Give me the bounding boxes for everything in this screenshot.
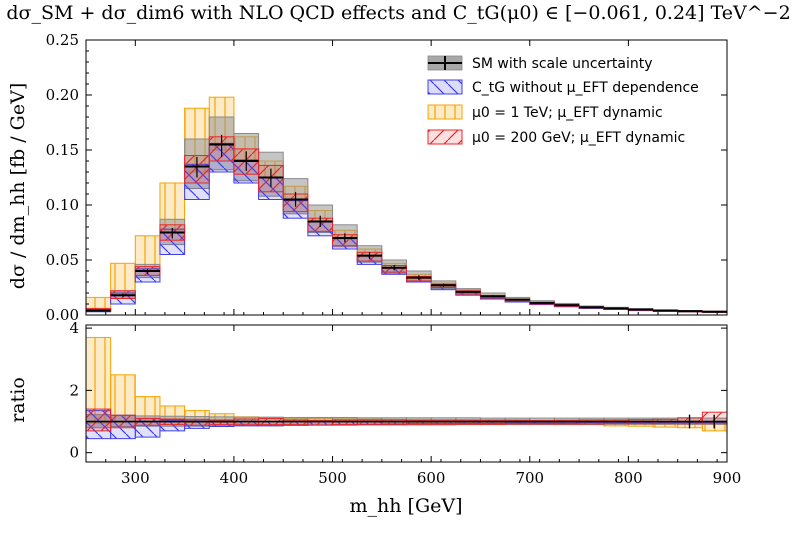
x-tick-label: 600 (417, 469, 446, 487)
x-tick-label: 400 (220, 469, 249, 487)
y-tick-label-main: 0.00 (46, 306, 79, 324)
y-tick-label-main: 0.05 (46, 251, 79, 269)
main-panel-bands (86, 96, 727, 314)
legend-entry-mu200: μ0 = 200 GeV; μ_EFT dynamic (427, 129, 685, 146)
x-tick-label: 500 (318, 469, 347, 487)
legend: SM with scale uncertainty C_tG without μ… (427, 55, 699, 146)
legend-entry-ctg: C_tG without μ_EFT dependence (427, 79, 699, 96)
legend-label-mu200: μ0 = 200 GeV; μ_EFT dynamic (472, 130, 685, 146)
ratio-ctg-hatch (159, 419, 185, 431)
axis-ticks: 300 400 500 600 700 800 900 0.00 0.05 0.10 0.15 0.2… (46, 31, 742, 487)
main-mu1tev-hatch (86, 297, 111, 311)
y-tick-label-ratio: 0 (69, 444, 79, 462)
legend-swatch-mu200-hatch (428, 130, 462, 144)
main-mu1tev-hatch (110, 263, 136, 296)
y-tick-label-ratio: 2 (69, 381, 79, 399)
y-tick-label-main: 0.10 (46, 196, 79, 214)
legend-entry-mu1tev: μ0 = 1 TeV; μ_EFT dynamic (427, 104, 663, 121)
legend-label-mu1tev: μ0 = 1 TeV; μ_EFT dynamic (472, 105, 663, 121)
ratio-mu200-hatch (307, 420, 333, 425)
legend-swatch-mu1tev-hatch (428, 105, 462, 119)
legend-entry-sm: SM with scale uncertainty (427, 55, 653, 72)
y-tick-label-main: 0.15 (46, 141, 79, 159)
legend-label-ctg: C_tG without μ_EFT dependence (472, 80, 699, 96)
legend-label-sm: SM with scale uncertainty (472, 56, 653, 72)
x-tick-label: 900 (713, 469, 742, 487)
main-mu200-hatch (86, 308, 111, 311)
ratio-panel-bands (86, 336, 727, 440)
main-panel-frame (85, 39, 728, 316)
legend-swatch-ctg-hatch (428, 80, 462, 94)
y-tick-label-main: 0.20 (46, 86, 79, 104)
y-tick-label-main: 0.25 (46, 31, 79, 49)
x-tick-label: 300 (121, 469, 150, 487)
chart-title: dσ_SM + dσ_dim6 with NLO QCD effects and… (6, 2, 791, 24)
y-axis-label-main: dσ / dm_hh [fb / GeV] (7, 83, 29, 289)
y-axis-label-ratio: ratio (7, 377, 29, 423)
x-axis-label: m_hh [GeV] (350, 495, 463, 517)
ratio-mu200-hatch (86, 409, 111, 431)
x-tick-label: 800 (614, 469, 643, 487)
ratio-panel-frame (85, 324, 728, 463)
ratio-mu1tev-hatch (110, 374, 136, 423)
y-tick-label-ratio: 4 (69, 319, 79, 337)
x-tick-label: 700 (515, 469, 544, 487)
